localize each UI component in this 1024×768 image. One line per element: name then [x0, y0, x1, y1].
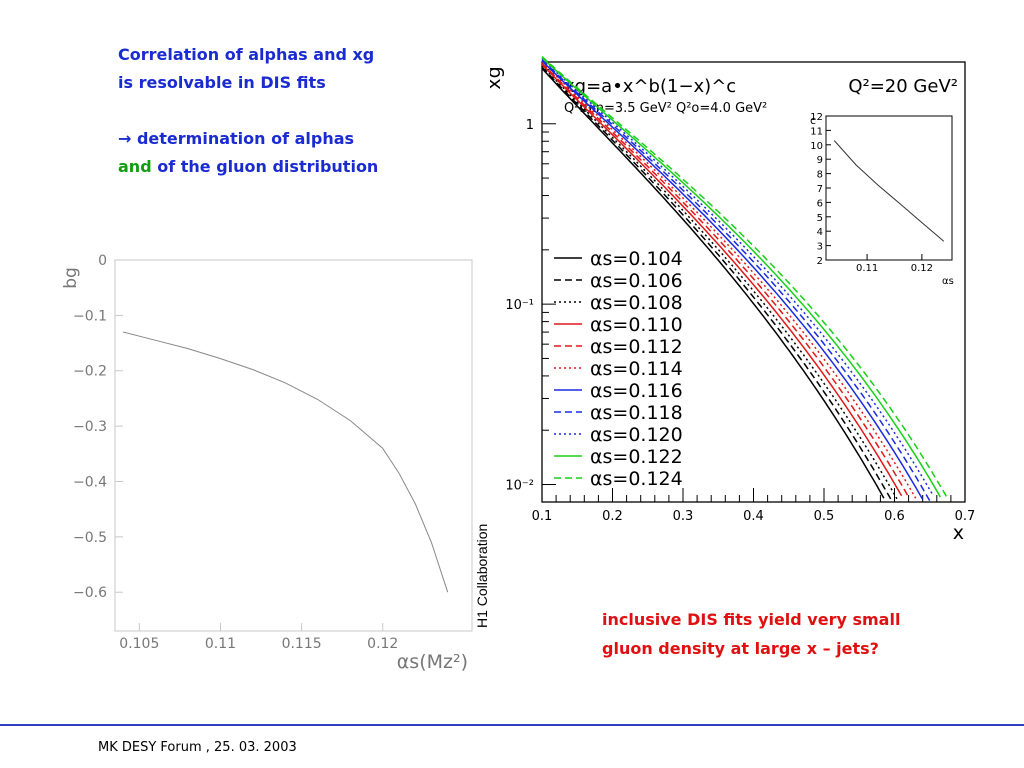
- bg-chart-plot: [122, 331, 449, 593]
- bg-vs-alphas-chart: 0 −0.1 −0.2 −0.3 −0.4 −0.5 −0.6 0.105 0.11 0.115 0…: [61, 253, 473, 673]
- conclusion-line-2: gluon density at large x – jets?: [602, 639, 879, 658]
- bg-ytick-label: −0.3: [73, 419, 107, 435]
- bg-ytick-label: −0.1: [73, 308, 107, 324]
- inset-xlabel: αs: [942, 276, 954, 287]
- legend-label: αs=0.106: [590, 270, 683, 292]
- c-vs-alphas-inset: 2 3 4 5 6 7 8 9 10 11 12 0.11 0.12 c αs: [810, 112, 954, 287]
- xg-annotation: Q²=20 GeV²: [848, 76, 958, 97]
- legend-label: αs=0.120: [590, 424, 683, 446]
- xg-xtick-label: 0.3: [673, 509, 694, 524]
- inset-ytick-label: 3: [817, 242, 823, 253]
- xg-chart-plot: [541, 55, 949, 502]
- xg-curve: [541, 55, 949, 499]
- bg-xtick-label: 0.105: [119, 636, 159, 652]
- conclusion-text: inclusive DIS fits yield very small gluo…: [602, 605, 982, 663]
- bg-curve: [122, 331, 449, 593]
- inset-ytick-label: 6: [817, 198, 823, 209]
- inset-curve: [833, 140, 945, 242]
- arrow-icon: →: [118, 129, 132, 148]
- xg-curve: [541, 65, 899, 502]
- legend-label: αs=0.112: [590, 336, 683, 358]
- xg-ytick-label: 1: [526, 118, 534, 133]
- legend-label: αs=0.118: [590, 402, 683, 424]
- xg-curve: [541, 57, 941, 498]
- xg-curve: [541, 63, 903, 497]
- inset-ytick-label: 10: [810, 141, 823, 152]
- bg-xtick-label: 0.115: [282, 636, 322, 652]
- xg-ylabel: xg: [490, 66, 505, 89]
- bg-plot-frame: [114, 259, 473, 632]
- legend-label: αs=0.108: [590, 292, 683, 314]
- legend-label: αs=0.114: [590, 358, 683, 380]
- inset-xtick-label: 0.12: [911, 263, 933, 274]
- legend-label: αs=0.104: [590, 248, 683, 270]
- xg-chart-axes: 0.1 0.2 0.3 0.4 0.5 0.6 0.7 1 10⁻¹ 10⁻² xg x xg=a•x^…: [490, 61, 976, 544]
- inset-ytick-label: 11: [810, 126, 823, 137]
- xg-vs-x-chart: 0.1 0.2 0.3 0.4 0.5 0.6 0.7 1 10⁻¹ 10⁻² xg x xg=a•x^…: [490, 55, 976, 544]
- inset-frame: [825, 115, 953, 261]
- xg-ytick-label: 10⁻¹: [505, 298, 534, 313]
- xg-curve: [541, 61, 917, 499]
- intro-line-3: → determination of alphas: [118, 125, 438, 153]
- xg-xtick-label: 0.1: [532, 509, 553, 524]
- bg-xtick-label: 0.12: [367, 636, 398, 652]
- inset-xtick-label: 0.11: [856, 263, 878, 274]
- xg-curve: [541, 58, 934, 497]
- xg-xtick-label: 0.7: [955, 509, 976, 524]
- xg-curve: [541, 66, 892, 500]
- legend-label: αs=0.124: [590, 468, 683, 490]
- legend-label: αs=0.110: [590, 314, 683, 336]
- bg-ylabel: bg: [61, 267, 81, 289]
- xg-title: xg=a•x^b(1−x)^c: [564, 76, 736, 97]
- bg-chart-axes: 0 −0.1 −0.2 −0.3 −0.4 −0.5 −0.6 0.105 0.11 0.115 0…: [61, 253, 473, 673]
- inset-ytick-label: 7: [817, 184, 823, 195]
- legend-label: αs=0.122: [590, 446, 683, 468]
- inset-ytick-label: 5: [817, 213, 823, 224]
- xg-subtitle: Q²min=3.5 GeV² Q²o=4.0 GeV²: [564, 101, 767, 116]
- xg-xtick-label: 0.5: [814, 509, 835, 524]
- intro-spacer: [118, 97, 438, 125]
- bg-ytick-label: −0.6: [73, 585, 107, 601]
- xg-chart-legend: αs=0.104αs=0.106αs=0.108αs=0.110αs=0.112…: [554, 248, 683, 490]
- bg-xlabel: αs(Mz²): [397, 651, 468, 673]
- inset-ytick-label: 2: [817, 256, 823, 267]
- intro-text: Correlation of alphas and xg is resolvab…: [118, 41, 438, 181]
- xg-curve: [541, 62, 910, 498]
- intro-line-3-text: determination of alphas: [131, 129, 355, 148]
- xg-curve: [541, 67, 885, 499]
- inset-ylabel: c: [810, 114, 816, 127]
- xg-ytick-label: 10⁻²: [505, 479, 534, 494]
- intro-line-1: Correlation of alphas and xg: [118, 45, 375, 64]
- legend-label: αs=0.116: [590, 380, 683, 402]
- xg-xtick-label: 0.2: [602, 509, 623, 524]
- inset-ytick-label: 12: [810, 112, 823, 123]
- intro-line-4-text: of the gluon distribution: [151, 157, 379, 176]
- conclusion-line-1: inclusive DIS fits yield very small: [602, 610, 901, 629]
- xg-xtick-label: 0.4: [743, 509, 764, 524]
- xg-xtick-label: 0.6: [884, 509, 905, 524]
- intro-line-4: and of the gluon distribution: [118, 153, 438, 181]
- bg-ytick-label: −0.5: [73, 530, 107, 546]
- xg-xlabel: x: [953, 522, 964, 544]
- inset-ytick-label: 9: [817, 155, 823, 166]
- xg-curve: [541, 59, 931, 502]
- bg-ytick-label: −0.4: [73, 474, 107, 490]
- intro-and-word: and: [118, 157, 152, 176]
- h1-collaboration-label: H1 Collaboration: [474, 523, 490, 628]
- bg-ytick-label: −0.2: [73, 364, 107, 380]
- xg-curve: [541, 60, 924, 500]
- bg-xtick-label: 0.11: [205, 636, 236, 652]
- inset-ytick-label: 8: [817, 170, 823, 181]
- footer-divider: [0, 724, 1024, 726]
- intro-line-2: is resolvable in DIS fits: [118, 73, 326, 92]
- bg-ytick-label: 0: [98, 253, 107, 269]
- footer-text: MK DESY Forum , 25. 03. 2003: [98, 740, 297, 755]
- inset-ytick-label: 4: [817, 227, 823, 238]
